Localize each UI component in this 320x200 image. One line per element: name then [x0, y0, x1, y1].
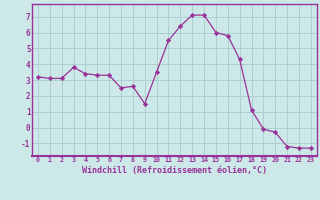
X-axis label: Windchill (Refroidissement éolien,°C): Windchill (Refroidissement éolien,°C): [82, 166, 267, 175]
